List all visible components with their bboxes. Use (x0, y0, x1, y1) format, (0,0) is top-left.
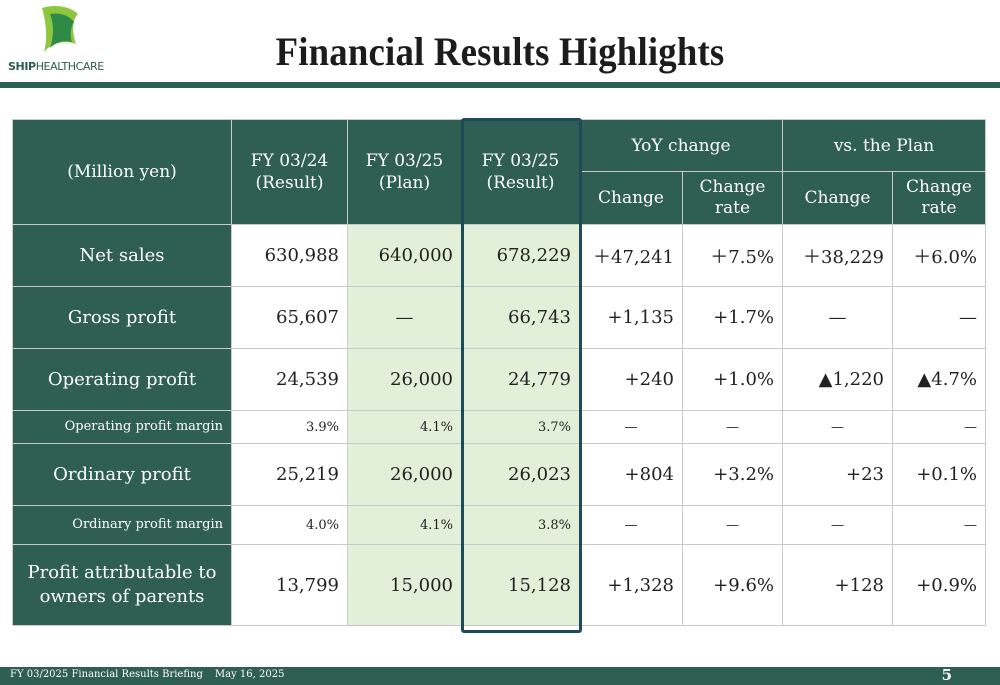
cell-yoy-rate: — (682, 505, 783, 545)
cell-result: 26,023 (461, 443, 580, 506)
footer-bar (0, 667, 1000, 685)
row-label: Operating profit (12, 348, 232, 411)
cell-yoy-rate: +3.2% (682, 443, 783, 506)
cell-plan-change: +128 (782, 544, 893, 626)
cell-result: 15,128 (461, 544, 580, 626)
cell-result: 66,743 (461, 286, 580, 349)
row-label: Operating profit margin (12, 410, 232, 444)
header-vs-plan: vs. the Plan (782, 119, 986, 172)
cell-fy24: 25,219 (231, 443, 348, 506)
logo-leaf-icon (42, 6, 78, 52)
cell-yoy-change: +1,135 (579, 286, 683, 349)
cell-result: 678,229 (461, 224, 580, 287)
cell-plan: 15,000 (347, 544, 462, 626)
cell-plan-rate: ＋6.0% (892, 224, 986, 287)
logo-wordmark: SHIPHEALTHCARE (8, 60, 104, 73)
cell-plan-rate: — (892, 286, 986, 349)
cell-yoy-change: +1,328 (579, 544, 683, 626)
cell-yoy-rate: — (682, 410, 783, 444)
cell-plan-change: — (782, 410, 893, 444)
table-row: Operating profit 24,539 26,000 24,779 +2… (12, 348, 986, 411)
cell-plan-rate: +0.9% (892, 544, 986, 626)
table-row: Ordinary profit margin 4.0% 4.1% 3.8% — … (12, 505, 986, 545)
cell-plan-rate: ▲4.7% (892, 348, 986, 411)
cell-yoy-change: +804 (579, 443, 683, 506)
header-unit: (Million yen) (12, 119, 232, 225)
row-label: Ordinary profit (12, 443, 232, 506)
cell-fy24: 4.0% (231, 505, 348, 545)
cell-plan-change: — (782, 505, 893, 545)
page-title: Financial Results Highlights (275, 29, 725, 74)
cell-plan-change: — (782, 286, 893, 349)
header-plan-change-amount: Change (782, 171, 893, 225)
financial-results-table: (Million yen) FY 03/24 (Result) FY 03/25… (12, 119, 986, 626)
cell-plan-change: ▲1,220 (782, 348, 893, 411)
cell-yoy-change: — (579, 410, 683, 444)
cell-plan-change: +23 (782, 443, 893, 506)
table-row: Ordinary profit 25,219 26,000 26,023 +80… (12, 443, 986, 506)
page-number: 5 (941, 666, 952, 684)
cell-result: 3.8% (461, 505, 580, 545)
header-fy25-result: FY 03/25 (Result) (461, 119, 580, 225)
cell-yoy-change: +240 (579, 348, 683, 411)
footer-briefing: FY 03/2025 Financial Results Briefing (10, 669, 203, 680)
cell-plan: — (347, 286, 462, 349)
cell-plan-rate: — (892, 505, 986, 545)
cell-fy24: 24,539 (231, 348, 348, 411)
header-plan-change-rate: Change rate (892, 171, 986, 225)
row-label: Profit attributable to owners of parents (12, 544, 232, 626)
table-row: Net sales 630,988 640,000 678,229 ＋47,24… (12, 224, 986, 287)
row-label: Ordinary profit margin (12, 505, 232, 545)
cell-plan: 640,000 (347, 224, 462, 287)
row-label: Gross profit (12, 286, 232, 349)
cell-yoy-rate: +1.0% (682, 348, 783, 411)
header-yoy-change-rate: Change rate (682, 171, 783, 225)
cell-result: 3.7% (461, 410, 580, 444)
cell-plan-change: ＋38,229 (782, 224, 893, 287)
cell-fy24: 13,799 (231, 544, 348, 626)
cell-yoy-change: — (579, 505, 683, 545)
cell-plan: 26,000 (347, 443, 462, 506)
cell-yoy-rate: ＋7.5% (682, 224, 783, 287)
company-logo: SHIPHEALTHCARE (6, 4, 116, 76)
cell-yoy-rate: +1.7% (682, 286, 783, 349)
table-row: Gross profit 65,607 — 66,743 +1,135 +1.7… (12, 286, 986, 349)
table-row: Operating profit margin 3.9% 4.1% 3.7% —… (12, 410, 986, 444)
footer-date: May 16, 2025 (214, 669, 285, 680)
cell-fy24: 65,607 (231, 286, 348, 349)
footer-text: FY 03/2025 Financial Results Briefing May… (10, 669, 296, 680)
cell-plan: 26,000 (347, 348, 462, 411)
table-row: Profit attributable to owners of parents… (12, 544, 986, 626)
row-label: Net sales (12, 224, 232, 287)
cell-result: 24,779 (461, 348, 580, 411)
cell-fy24: 3.9% (231, 410, 348, 444)
cell-plan: 4.1% (347, 410, 462, 444)
header-yoy-change-amount: Change (579, 171, 683, 225)
cell-plan: 4.1% (347, 505, 462, 545)
cell-fy24: 630,988 (231, 224, 348, 287)
cell-plan-rate: — (892, 410, 986, 444)
header-fy25-plan: FY 03/25 (Plan) (347, 119, 462, 225)
title-divider (0, 82, 1000, 88)
cell-yoy-rate: +9.6% (682, 544, 783, 626)
header-yoy-change: YoY change (579, 119, 783, 172)
header-fy24-result: FY 03/24 (Result) (231, 119, 348, 225)
cell-plan-rate: +0.1% (892, 443, 986, 506)
cell-yoy-change: ＋47,241 (579, 224, 683, 287)
